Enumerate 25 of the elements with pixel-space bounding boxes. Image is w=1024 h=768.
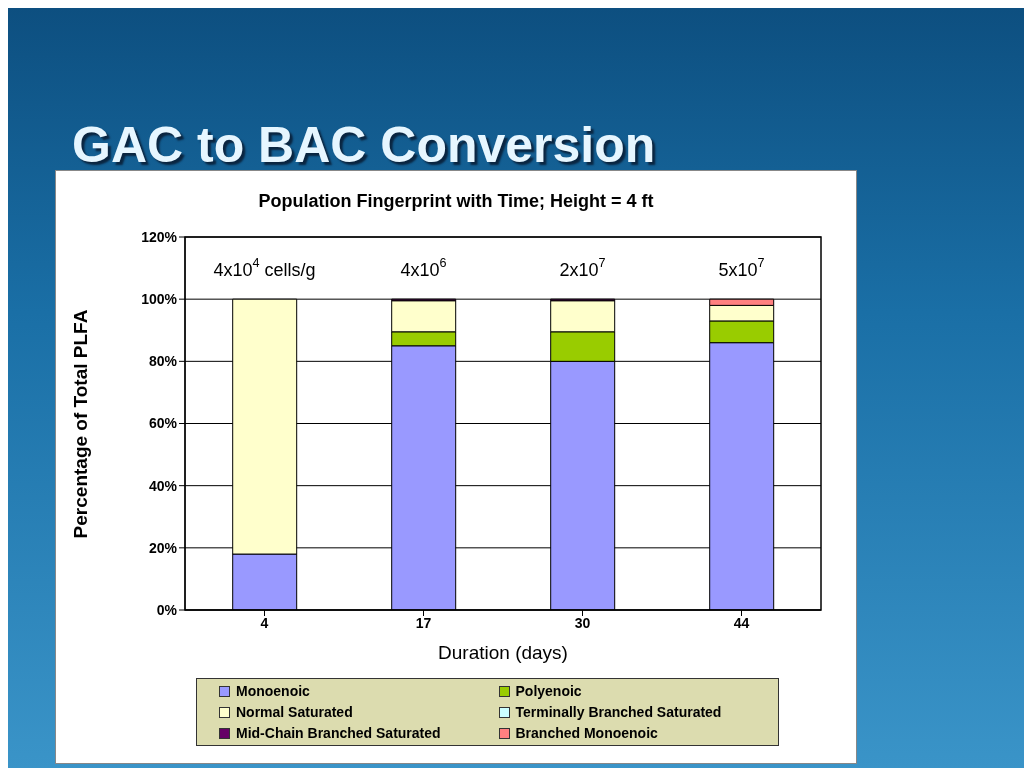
annotation: 5x10$^{7}$ [718,255,765,280]
legend-label: Terminally Branched Saturated [515,704,722,720]
y-tick-label: 60% [148,415,178,432]
annotation: 4x10$^{6}$ [400,255,447,280]
legend-label: Polyenoic [515,683,582,699]
legend-label: Monoenoic [236,683,310,699]
x-tick-label: 44 [733,614,750,631]
chart-title: GAC to BAC Conversion [72,116,656,174]
annotation: 2x10$^{7}$ [559,255,606,280]
y-tick-label: 120% [141,228,178,245]
y-tick-label: 100% [141,291,178,308]
legend-label: Mid-Chain Branched Saturated [236,725,441,741]
legend-label: Branched Monoenoic [515,725,658,741]
y-tick-label: 20% [148,539,178,556]
x-tick-label: 17 [415,614,432,631]
chart-subtitle: Population Fingerprint with Time; Height = 4 ft [257,191,655,212]
y-tick-label: 0% [156,601,178,618]
legend-label: Normal Saturated [236,704,353,720]
x-tick-label: 4 [260,614,269,631]
y-tick-label: 40% [148,477,178,494]
x-axis-title: Duration (days) [438,642,568,663]
annotation: 4x10$^{4}$ cells/g [213,255,316,280]
y-tick-label: 80% [148,353,178,370]
x-tick-label: 30 [574,614,591,631]
y-axis-title: Percentage of Total PLFA [70,309,92,538]
